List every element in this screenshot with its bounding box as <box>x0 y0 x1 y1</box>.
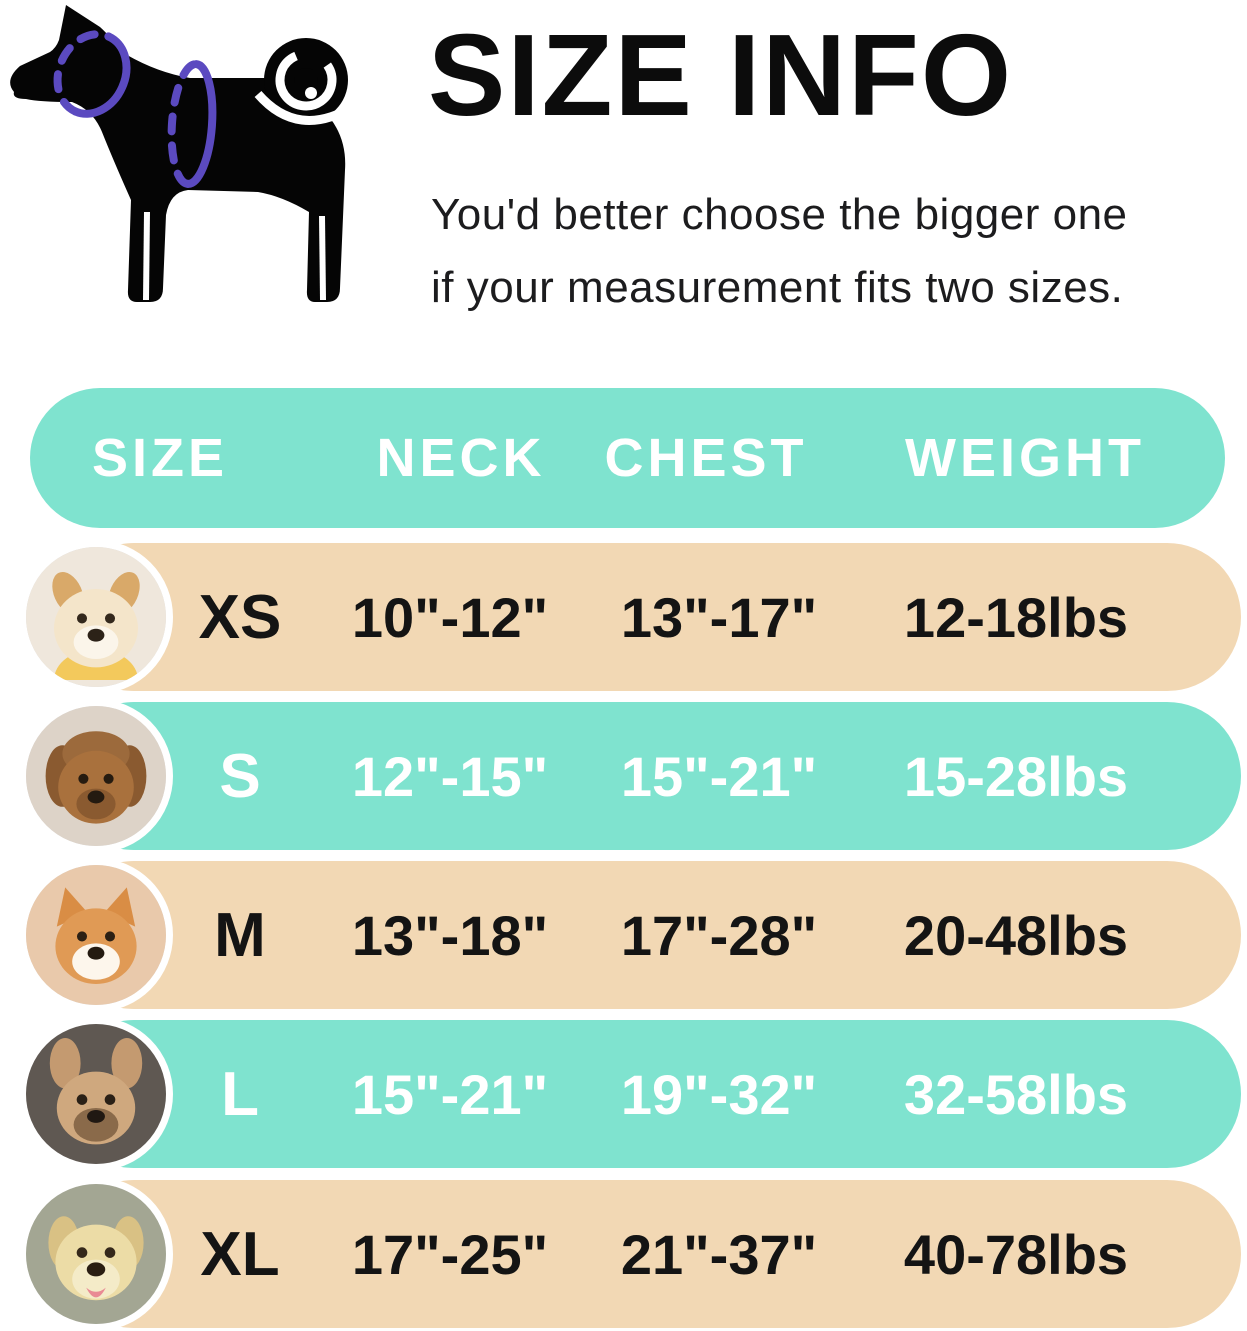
table-row-m: M 13"-18" 17"-28" 20-48lbs <box>19 858 1241 1012</box>
neck-cell: 10"-12" <box>351 585 549 649</box>
neck-cell: 17"-25" <box>351 1222 549 1286</box>
subtitle-line-2: if your measurement fits two sizes. <box>431 263 1124 312</box>
dog-avatar-xl <box>19 1177 173 1331</box>
chest-cell: 21"-37" <box>620 1222 818 1286</box>
size-cell: XL <box>200 1219 280 1289</box>
neck-cell: 15"-21" <box>351 1062 549 1126</box>
size-cell: XS <box>198 582 282 652</box>
subtitle-line-1: You'd better choose the bigger one <box>431 190 1128 239</box>
neck-cell: 12"-15" <box>351 744 549 808</box>
chest-cell: 17"-28" <box>620 903 818 967</box>
poodle-photo <box>26 706 166 846</box>
weight-cell: 12-18lbs <box>903 585 1129 649</box>
size-cell: S <box>219 741 261 811</box>
size-cell: L <box>221 1059 259 1129</box>
shiba-inu-photo <box>26 865 166 1005</box>
weight-cell: 20-48lbs <box>903 903 1129 967</box>
hind-leg-divider <box>319 215 326 301</box>
neck-cell: 13"-18" <box>351 903 549 967</box>
table-row-xs: XS 10"-12" 13"-17" 12-18lbs <box>19 540 1241 694</box>
dog-avatar-s <box>19 699 173 853</box>
column-header-neck: NECK <box>376 428 546 488</box>
front-leg-divider <box>143 211 150 301</box>
weight-cell: 40-78lbs <box>903 1222 1129 1286</box>
page-title: SIZE INFO <box>428 10 1014 140</box>
labrador-photo <box>26 1184 166 1324</box>
size-cell: M <box>214 900 266 970</box>
pomeranian-photo <box>26 547 166 687</box>
column-header-weight: WEIGHT <box>905 428 1145 488</box>
french-bulldog-photo <box>26 1024 166 1164</box>
column-header-size: SIZE <box>91 428 229 488</box>
chest-cell: 13"-17" <box>620 585 818 649</box>
curled-tail <box>254 38 357 125</box>
table-row-s: S 12"-15" 15"-21" 15-28lbs <box>19 699 1241 853</box>
subtitle: You'd better choose the bigger one if yo… <box>431 178 1231 324</box>
table-row-l: L 15"-21" 19"-32" 32-58lbs <box>19 1017 1241 1171</box>
weight-cell: 15-28lbs <box>903 744 1129 808</box>
dog-avatar-m <box>19 858 173 1012</box>
neck-ring-icon <box>53 30 131 118</box>
table-header-row: SIZE NECK CHEST WEIGHT <box>30 388 1225 528</box>
chest-ring-icon <box>167 60 217 188</box>
table-row-xl: XL 17"-25" 21"-37" 40-78lbs <box>19 1177 1241 1331</box>
chest-cell: 15"-21" <box>620 744 818 808</box>
dog-silhouette-icon <box>10 5 357 302</box>
dog-avatar-l <box>19 1017 173 1171</box>
weight-cell: 32-58lbs <box>903 1062 1129 1126</box>
column-header-chest: CHEST <box>604 428 808 488</box>
dog-avatar-xs <box>19 540 173 694</box>
chest-cell: 19"-32" <box>620 1062 818 1126</box>
